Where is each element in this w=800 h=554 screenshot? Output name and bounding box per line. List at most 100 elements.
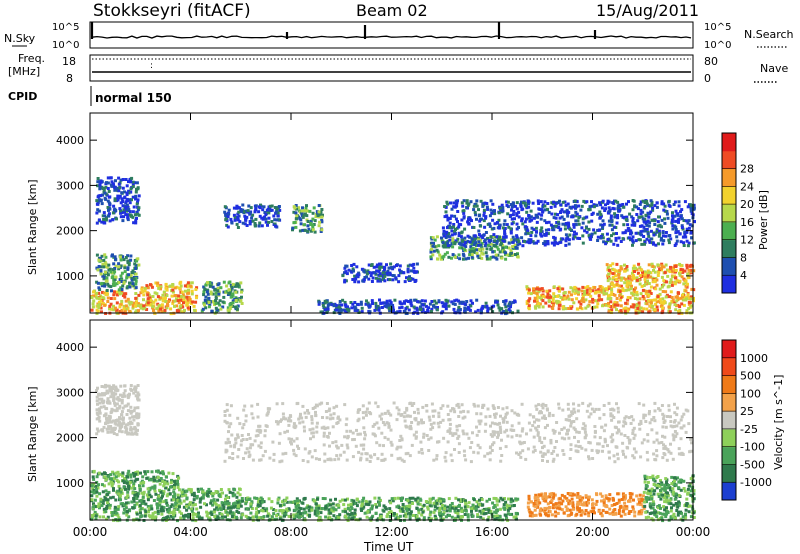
scatter-cell bbox=[623, 231, 627, 235]
scatter-cell bbox=[662, 279, 666, 283]
scatter-cell bbox=[498, 235, 501, 239]
scatter-cell bbox=[608, 209, 612, 213]
scatter-cell bbox=[548, 289, 552, 293]
scatter-cell bbox=[502, 309, 505, 313]
scatter-cell bbox=[475, 199, 479, 203]
scatter-cell bbox=[517, 226, 520, 229]
scatter-cell bbox=[536, 215, 540, 219]
scatter-cell bbox=[579, 306, 582, 309]
scatter-cell bbox=[648, 275, 652, 279]
scatter-cell bbox=[621, 449, 625, 453]
scatter-cell bbox=[657, 407, 661, 411]
scatter-cell bbox=[391, 306, 395, 310]
scatter-cell bbox=[640, 284, 644, 288]
scatter-cell bbox=[98, 288, 102, 292]
scatter-cell bbox=[161, 494, 164, 498]
scatter-cell bbox=[671, 275, 675, 279]
scatter-cell bbox=[687, 307, 691, 311]
scatter-cell bbox=[500, 454, 504, 457]
scatter-cell bbox=[667, 284, 671, 288]
scatter-cell bbox=[589, 412, 593, 416]
scatter-cell bbox=[402, 459, 406, 463]
scatter-cell bbox=[156, 506, 159, 510]
scatter-cell bbox=[506, 200, 510, 204]
scatter-cell bbox=[463, 227, 467, 231]
scatter-cell bbox=[268, 209, 272, 212]
scatter-cell bbox=[663, 419, 667, 423]
scatter-cell bbox=[609, 412, 613, 416]
scatter-cell bbox=[660, 267, 664, 270]
scatter-cell bbox=[170, 478, 173, 482]
scatter-cell bbox=[134, 430, 138, 434]
scatter-cell bbox=[609, 408, 613, 412]
scatter-cell bbox=[533, 420, 536, 424]
scatter-cell bbox=[129, 180, 133, 184]
scatter-cell bbox=[98, 411, 102, 415]
scatter-cell bbox=[488, 458, 492, 462]
scatter-cell bbox=[596, 442, 600, 446]
scatter-cell bbox=[639, 455, 643, 459]
scatter-cell bbox=[435, 308, 439, 312]
scatter-cell bbox=[386, 303, 390, 307]
scatter-cell bbox=[559, 211, 562, 214]
scatter-cell bbox=[393, 298, 397, 302]
scatter-cell bbox=[389, 301, 393, 305]
scatter-cell bbox=[692, 288, 696, 292]
scatter-cell bbox=[266, 410, 270, 414]
scatter-cell bbox=[120, 287, 124, 291]
scatter-cell bbox=[254, 204, 258, 208]
scatter-cell bbox=[661, 242, 665, 246]
scatter-cell bbox=[258, 214, 262, 218]
scatter-cell bbox=[674, 434, 678, 438]
scatter-cell bbox=[135, 517, 139, 521]
scatter-cell bbox=[107, 212, 111, 216]
scatter-cell bbox=[129, 426, 133, 430]
scatter-cell bbox=[668, 270, 672, 274]
scatter-cell bbox=[645, 289, 649, 293]
scatter-cell bbox=[95, 211, 99, 215]
scatter-cell bbox=[197, 490, 201, 493]
scatter-cell bbox=[129, 273, 133, 277]
scatter-cell bbox=[92, 470, 96, 474]
scatter-cell bbox=[613, 215, 617, 219]
scatter-cell bbox=[569, 413, 573, 417]
scatter-cell bbox=[371, 302, 374, 305]
scatter-cell bbox=[474, 310, 478, 314]
scatter-cell bbox=[605, 232, 609, 236]
scatter-cell bbox=[598, 285, 602, 289]
scatter-cell bbox=[567, 307, 571, 310]
scatter-cell bbox=[229, 217, 233, 221]
scatter-cell bbox=[468, 308, 472, 312]
scatter-cell bbox=[303, 209, 307, 213]
scatter-cell bbox=[95, 432, 99, 436]
scatter-cell bbox=[597, 294, 601, 298]
scatter-cell bbox=[292, 448, 296, 452]
scatter-cell bbox=[125, 191, 129, 195]
scatter-cell bbox=[566, 418, 570, 422]
scatter-cell bbox=[644, 292, 648, 296]
scatter-cell bbox=[344, 279, 348, 283]
scatter-cell bbox=[130, 500, 134, 504]
scatter-cell bbox=[111, 511, 115, 514]
scatter-cell bbox=[569, 306, 573, 310]
scatter-cell bbox=[625, 215, 629, 219]
scatter-cell bbox=[134, 496, 137, 500]
scatter-cell bbox=[98, 397, 101, 401]
scatter-cell bbox=[120, 424, 124, 428]
scatter-cell bbox=[613, 212, 617, 216]
scatter-cell bbox=[573, 235, 577, 239]
scatter-cell bbox=[224, 448, 228, 452]
scatter-cell bbox=[226, 437, 230, 441]
scatter-cell bbox=[469, 245, 473, 249]
scatter-cell bbox=[442, 234, 446, 238]
scatter-cell bbox=[107, 425, 111, 429]
scatter-cell bbox=[358, 408, 362, 412]
scatter-cell bbox=[91, 305, 95, 309]
scatter-cell bbox=[153, 489, 157, 493]
scatter-cell bbox=[641, 288, 645, 292]
scatter-cell bbox=[660, 200, 664, 204]
scatter-cell bbox=[654, 302, 658, 306]
scatter-cell bbox=[690, 441, 694, 445]
scatter-cell bbox=[450, 300, 454, 304]
scatter-cell bbox=[662, 414, 666, 418]
